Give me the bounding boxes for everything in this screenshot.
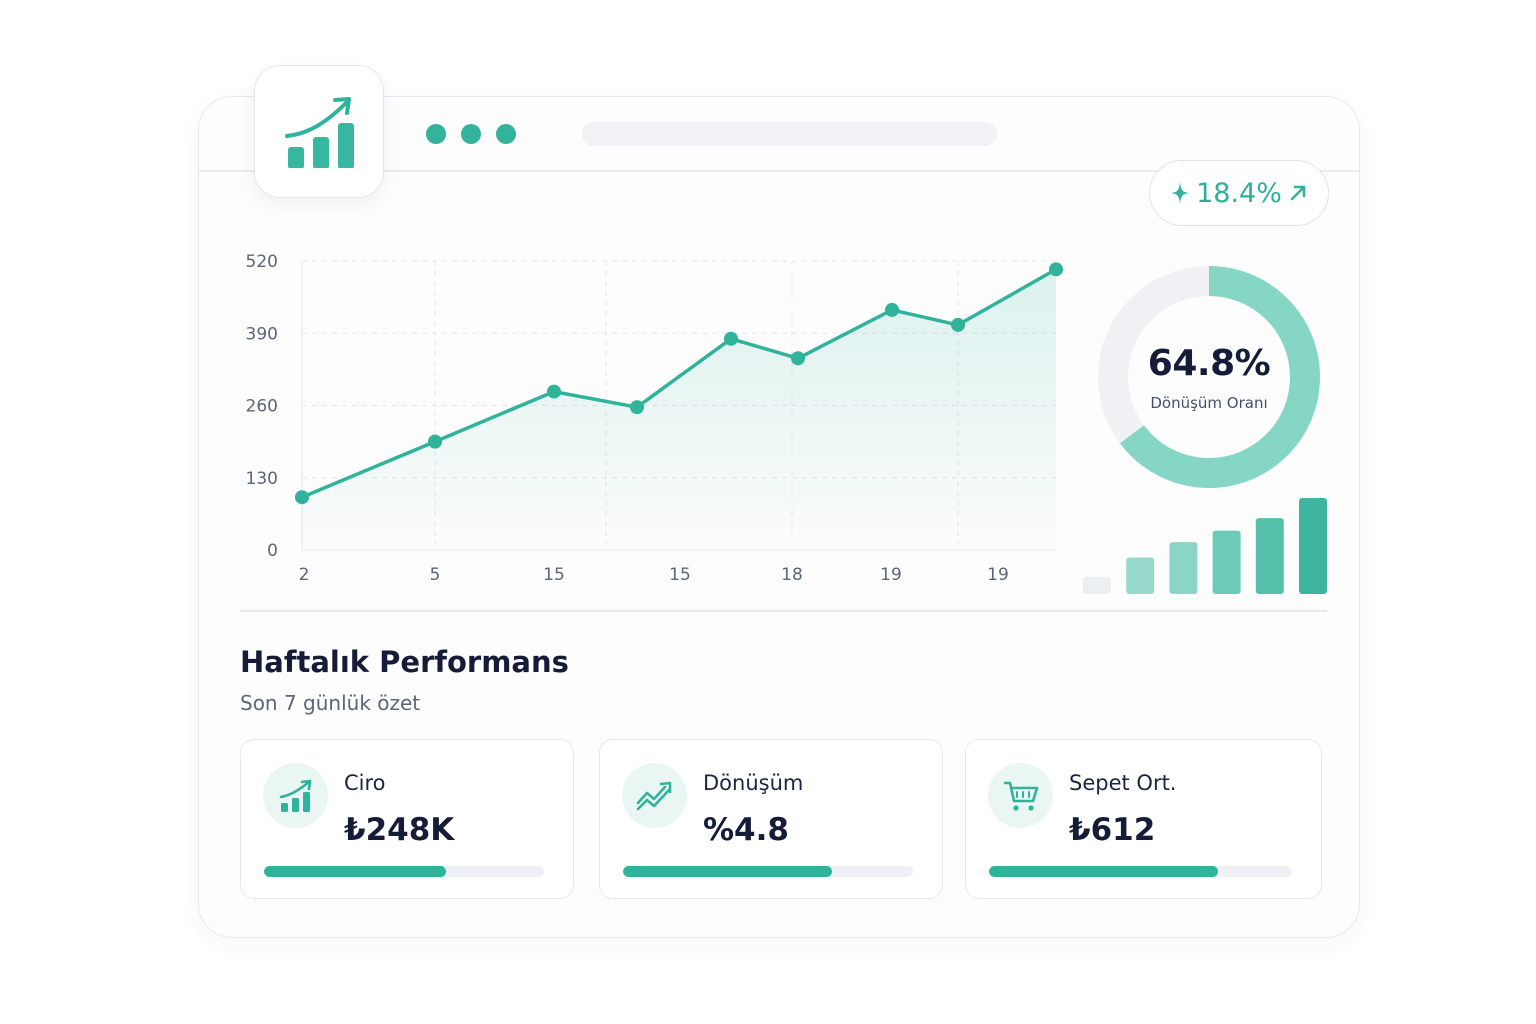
y-tick-label: 0	[267, 541, 278, 561]
x-tick-label: 2	[299, 565, 310, 585]
chart-point	[630, 400, 644, 415]
x-tick-label: 18	[781, 565, 803, 585]
chart-point	[724, 331, 738, 346]
donut-label: Dönüşüm Oranı	[1150, 393, 1268, 412]
mini-bar	[1083, 576, 1111, 594]
donut-value: 64.8%	[1147, 342, 1271, 384]
window-dot	[461, 124, 481, 144]
kpi-value: ₺612	[1069, 812, 1156, 848]
kpi-icon-wrap	[988, 763, 1053, 828]
section-divider	[240, 610, 1327, 612]
x-tick-label: 19	[880, 565, 902, 585]
kpi-card-conversion[interactable]: Dönüşüm %4.8	[599, 739, 943, 899]
chart-point	[885, 302, 899, 317]
window-dot	[426, 124, 446, 144]
x-tick-label: 15	[543, 565, 565, 585]
mini-bar-chart	[1083, 498, 1327, 594]
section-subtitle: Son 7 günlük özet	[240, 691, 421, 715]
kpi-value: %4.8	[703, 812, 789, 848]
kpi-progress-fill	[623, 866, 832, 877]
mini-bar	[1169, 542, 1198, 594]
sparkle-icon	[1171, 182, 1190, 204]
kpi-label: Sepet Ort.	[1069, 771, 1177, 795]
mini-bar	[1212, 530, 1241, 594]
kpi-icon-wrap	[622, 763, 687, 828]
mini-bar	[1299, 498, 1327, 594]
kpi-progress-bar	[989, 866, 1292, 877]
bar-chart-growth-icon	[285, 97, 354, 168]
topbar-divider	[198, 170, 1360, 172]
kpi-label: Dönüşüm	[703, 771, 804, 795]
growth-badge: 18.4%	[1149, 160, 1329, 226]
kpi-progress-fill	[989, 866, 1218, 877]
kpi-icon-wrap	[263, 763, 328, 828]
bar-chart-growth-icon	[279, 779, 311, 812]
chart-point	[428, 434, 442, 449]
kpi-progress-bar	[264, 866, 544, 877]
conversion-donut	[1098, 266, 1320, 488]
kpi-progress-bar	[623, 866, 913, 877]
growth-value: 18.4%	[1196, 177, 1282, 209]
trending-up-icon	[636, 781, 671, 810]
y-tick-label: 130	[246, 469, 278, 489]
section-title: Haftalık Performans	[240, 645, 569, 679]
mini-bar	[1255, 518, 1284, 594]
kpi-label: Ciro	[344, 771, 386, 795]
kpi-progress-fill	[264, 866, 446, 877]
chart-point	[791, 351, 805, 366]
arrow-up-right-icon	[1290, 185, 1306, 201]
x-tick-label: 5	[430, 565, 441, 585]
kpi-card-basket-average[interactable]: Sepet Ort. ₺612	[965, 739, 1322, 899]
donut-center: 64.8% Dönüşüm Oranı	[1096, 264, 1322, 490]
chart-point	[1049, 262, 1063, 277]
mini-bar	[1126, 557, 1155, 594]
line-chart: 0 130 260 390 520 2 5 15 15 18 19 19	[246, 252, 1063, 585]
kpi-card-revenue[interactable]: Ciro ₺248K	[240, 739, 574, 899]
chart-point	[295, 490, 309, 505]
y-tick-label: 260	[246, 397, 278, 417]
chart-point	[951, 317, 965, 332]
x-tick-label: 19	[987, 565, 1009, 585]
x-tick-label: 15	[669, 565, 691, 585]
kpi-value: ₺248K	[344, 812, 455, 848]
search-bar[interactable]	[582, 122, 997, 146]
y-tick-label: 390	[246, 324, 278, 344]
y-tick-label: 520	[246, 252, 278, 272]
window-dot	[496, 124, 516, 144]
shopping-cart-icon	[1003, 781, 1038, 811]
chart-point	[547, 384, 561, 399]
chart-area-fill	[302, 269, 1056, 550]
donut-segment	[1098, 266, 1320, 488]
app-logo[interactable]	[254, 65, 384, 198]
